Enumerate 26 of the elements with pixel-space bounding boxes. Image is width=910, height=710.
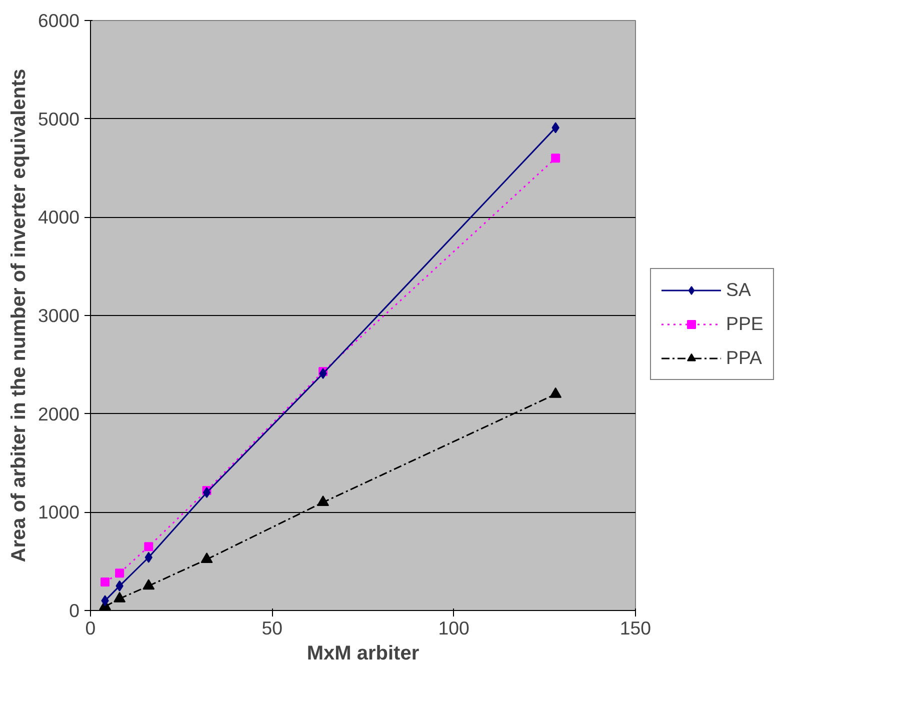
point [202, 487, 211, 498]
y-tick-label: 2000 [38, 403, 80, 424]
point [114, 592, 126, 602]
point [100, 577, 110, 586]
legend-label: PPE [726, 313, 764, 335]
legend-label: SA [726, 279, 751, 301]
y-tick-label: 3000 [38, 305, 80, 326]
y-tick-label: 5000 [38, 108, 80, 130]
point [550, 387, 562, 398]
point [142, 579, 155, 590]
point [115, 568, 124, 578]
y-tick-label: 4000 [38, 206, 80, 228]
y-tick-label: 6000 [38, 10, 80, 31]
legend-label: PPA [726, 347, 762, 369]
point [144, 542, 154, 552]
x-tick-label: 100 [438, 618, 470, 638]
point [317, 495, 330, 506]
point [551, 154, 560, 163]
y-tick-label: 0 [69, 600, 80, 621]
x-axis-title: MxM arbiter [306, 642, 420, 664]
x-tick-label: 50 [262, 618, 283, 638]
point [200, 552, 213, 564]
y-axis-title: Area of arbiter in the number of inverter equivalents [8, 68, 30, 562]
x-tick-label: 0 [85, 618, 96, 638]
x-tick-label: 150 [620, 618, 652, 638]
y-tick-label: 1000 [38, 502, 80, 523]
